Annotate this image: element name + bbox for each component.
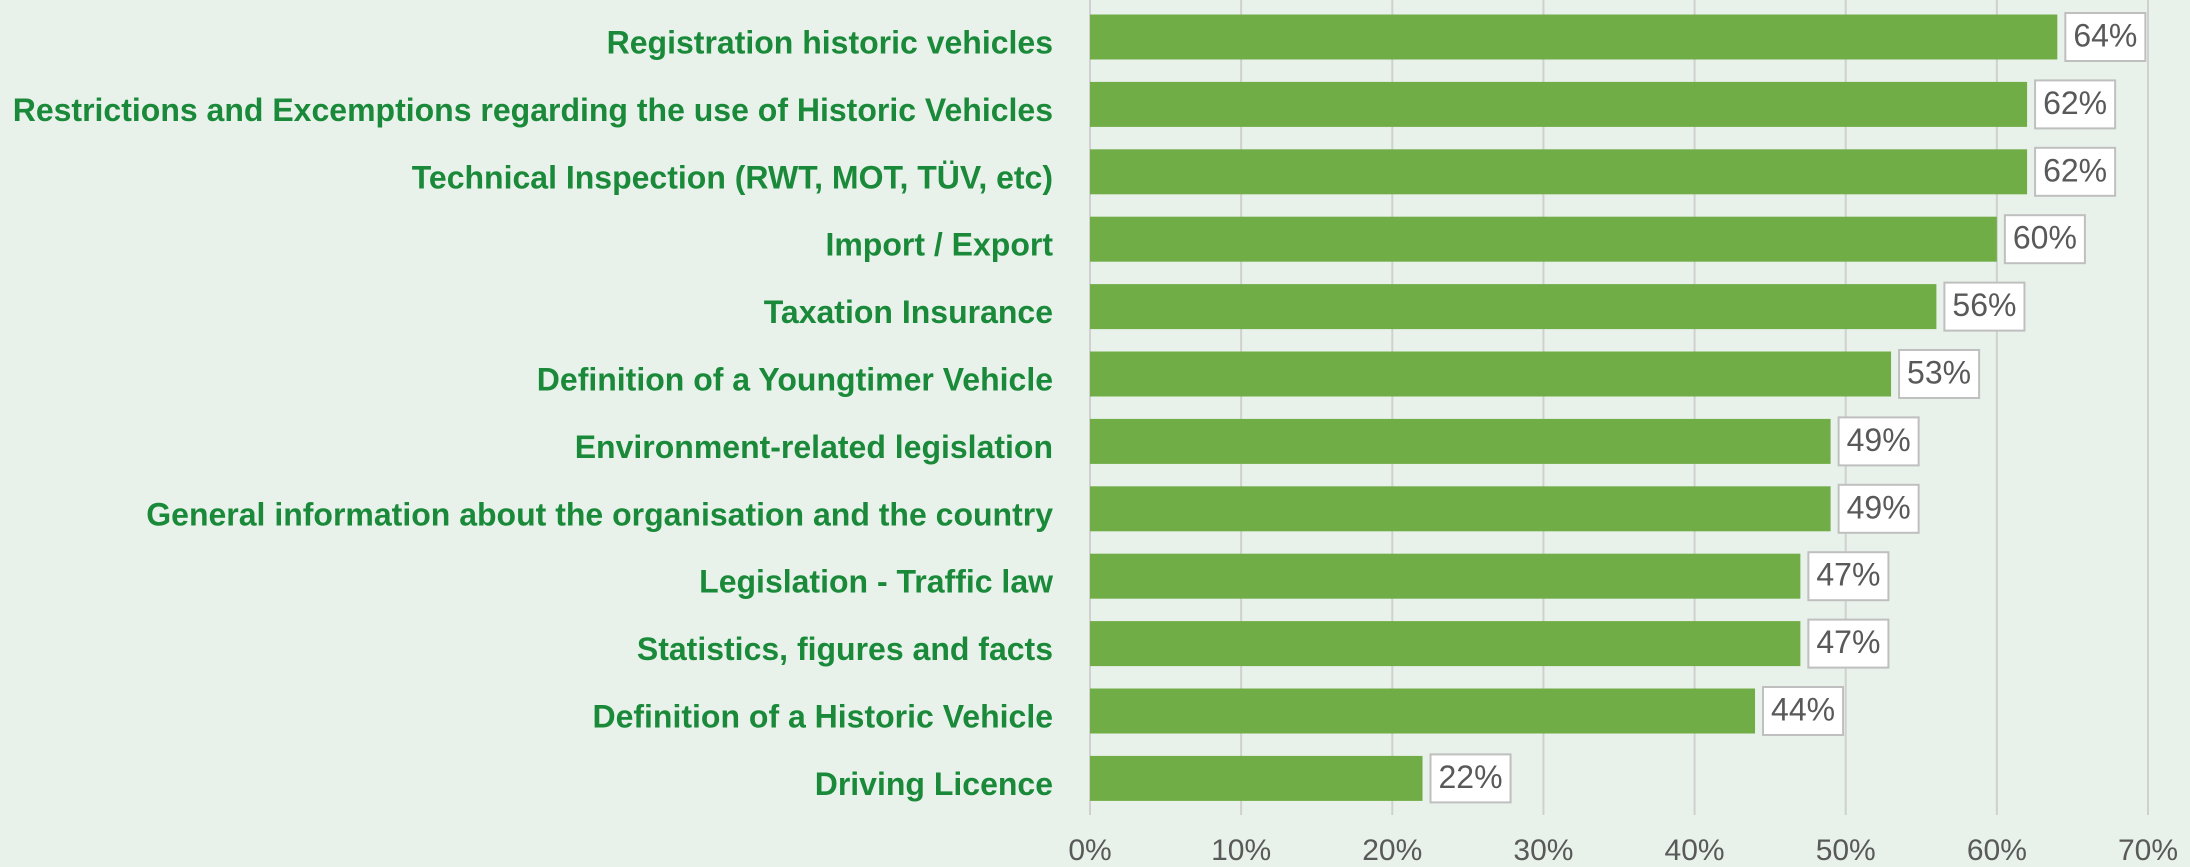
category-label: Legislation - Traffic law — [699, 564, 1053, 600]
x-tick-label: 10% — [1211, 834, 1271, 867]
value-label-box — [2034, 146, 2117, 197]
value-label: 62% — [2043, 85, 2107, 121]
bar — [1090, 351, 1892, 397]
bar — [1090, 553, 1801, 599]
value-label-box — [1837, 416, 1920, 467]
value-label-box — [1807, 551, 1890, 602]
category-label: Environment-related legislation — [575, 429, 1053, 465]
bar — [1090, 81, 2028, 127]
bar — [1090, 14, 2058, 60]
value-label: 56% — [1952, 287, 2016, 323]
value-label: 64% — [2073, 17, 2137, 53]
category-label: Technical Inspection (RWT, MOT, TÜV, etc… — [412, 159, 1053, 195]
value-label-box — [2064, 12, 2147, 62]
value-label-box — [1943, 281, 2026, 332]
value-label: 49% — [1847, 422, 1911, 458]
value-label: 22% — [1439, 759, 1503, 795]
value-label-box — [1898, 349, 1981, 399]
category-label: Import / Export — [825, 227, 1053, 263]
category-label: Registration historic vehicles — [607, 24, 1053, 60]
category-label: Driving Licence — [815, 766, 1053, 802]
value-label: 44% — [1771, 691, 1835, 727]
value-label-box — [1429, 753, 1512, 804]
x-tick-label: 40% — [1665, 834, 1725, 867]
value-label-box — [2003, 214, 2086, 265]
bar — [1090, 688, 1756, 734]
value-label-box — [1762, 686, 1845, 736]
bar — [1090, 284, 1937, 330]
value-label: 62% — [2043, 152, 2107, 188]
x-tick-label: 60% — [1967, 834, 2027, 867]
category-label: Taxation Insurance — [764, 294, 1053, 330]
bar — [1090, 486, 1831, 532]
category-label: Statistics, figures and facts — [637, 631, 1053, 667]
value-label-box — [1807, 618, 1890, 669]
bar — [1090, 149, 2028, 195]
value-label-box — [1837, 483, 1920, 534]
bar — [1090, 418, 1831, 464]
value-label-box — [2034, 79, 2117, 130]
value-label: 53% — [1907, 354, 1971, 390]
x-tick-label: 30% — [1513, 834, 1573, 867]
category-label: Definition of a Historic Vehicle — [592, 698, 1053, 734]
category-label: Definition of a Youngtimer Vehicle — [537, 361, 1053, 397]
x-tick-label: 50% — [1816, 834, 1876, 867]
x-tick-label: 70% — [2118, 834, 2178, 867]
bar — [1090, 755, 1423, 801]
value-label: 49% — [1847, 489, 1911, 525]
value-label: 47% — [1816, 624, 1880, 660]
value-label: 60% — [2013, 220, 2077, 256]
bar — [1090, 216, 1997, 262]
x-tick-label: 0% — [1068, 834, 1111, 867]
x-tick-label: 20% — [1362, 834, 1422, 867]
value-label: 47% — [1816, 557, 1880, 593]
category-label: Restrictions and Excemptions regarding t… — [13, 92, 1053, 128]
category-label: General information about the organisati… — [146, 496, 1053, 532]
bar — [1090, 621, 1801, 667]
